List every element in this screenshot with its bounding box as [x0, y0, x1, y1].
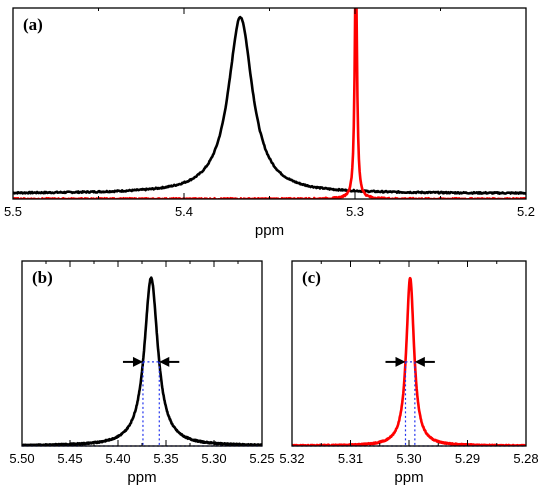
plot-frame [21, 260, 263, 447]
fwhm-arrow-right-icon [159, 356, 170, 367]
fwhm-arrow-left-icon [395, 356, 406, 367]
x-axis-label: ppm [255, 222, 284, 239]
panel-a: 5.5 5.4 5.3 5.2 ppm (a) [4, 7, 535, 239]
x-tick-label: 5.32 [279, 451, 304, 466]
series-line-1 [292, 276, 526, 446]
series-line-1 [22, 276, 262, 446]
x-tick-label: 5.35 [153, 451, 178, 466]
x-tick-label: 5.30 [396, 451, 421, 466]
panel-b: 5.50 5.45 5.40 5.35 5.30 5.25 ppm (b) [9, 260, 275, 486]
fwhm-arrow-right-icon [414, 356, 425, 367]
plot-frame [12, 7, 527, 200]
x-tick-label: 5.50 [9, 451, 34, 466]
x-axis-label: ppm [127, 469, 156, 486]
x-axis-label: ppm [394, 469, 423, 486]
x-tick-label: 5.31 [338, 451, 363, 466]
panel-label: (a) [23, 15, 43, 34]
x-tick-label: 5.5 [4, 204, 22, 219]
fwhm-arrow-left-icon [132, 356, 143, 367]
x-tick-label: 5.45 [57, 451, 82, 466]
series-line-2 [13, 8, 526, 199]
x-tick-label: 5.28 [513, 451, 538, 466]
x-tick-label: 5.4 [175, 204, 193, 219]
x-tick-label: 5.40 [105, 451, 130, 466]
panel-c: 5.32 5.31 5.30 5.29 5.28 ppm (c) [279, 260, 539, 486]
panel-label: (c) [302, 268, 321, 287]
x-tick-label: 5.29 [455, 451, 480, 466]
x-tick-label: 5.3 [346, 204, 364, 219]
panel-label: (b) [32, 268, 53, 287]
x-tick-label: 5.25 [249, 451, 274, 466]
x-tick-label: 5.30 [201, 451, 226, 466]
series-line-1 [13, 15, 526, 195]
x-tick-label: 5.2 [517, 204, 535, 219]
